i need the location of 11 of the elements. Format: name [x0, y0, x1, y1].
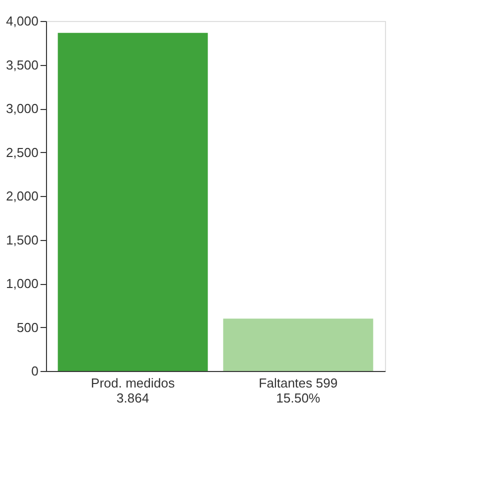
- y-tick-label: 0: [31, 364, 38, 378]
- y-tick-label: 3,000: [6, 101, 38, 116]
- y-tick-label: 500: [16, 320, 38, 335]
- x-tick-label: Prod. medidos 3.864: [90, 376, 176, 406]
- y-tick-label: 2,000: [6, 188, 38, 204]
- x-tick-label: Faltantes 599 15.50%: [258, 376, 338, 406]
- y-tick-label: 1,500: [6, 232, 38, 248]
- y-tick-label: 3,500: [6, 57, 38, 72]
- y-tick-label: 4,000: [6, 14, 38, 28]
- y-tick-label: 2,500: [6, 144, 38, 160]
- y-tick-label: 1,000: [6, 276, 38, 291]
